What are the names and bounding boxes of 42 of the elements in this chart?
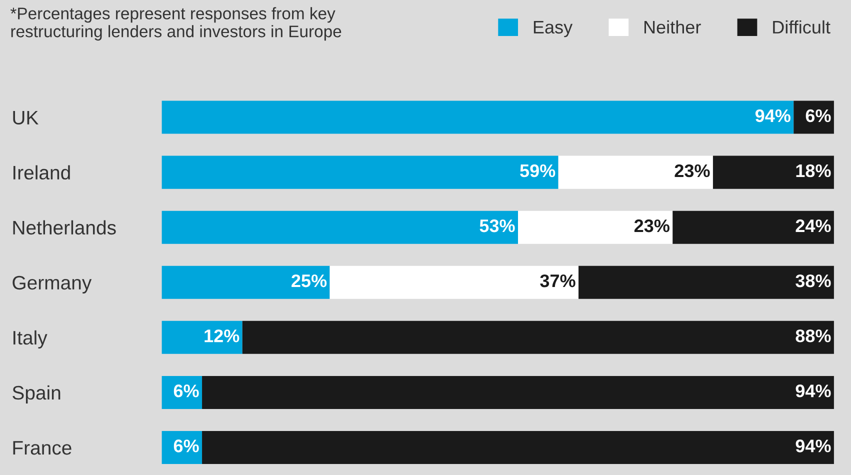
data-label: 37% xyxy=(540,274,576,288)
data-label: 25% xyxy=(292,274,327,288)
data-label: 6% xyxy=(174,440,199,452)
bar xyxy=(162,266,330,299)
data-label: 94% xyxy=(796,384,831,398)
data-label: 23% xyxy=(674,164,710,178)
bar xyxy=(712,156,834,189)
bar xyxy=(162,210,518,244)
bar xyxy=(202,376,834,409)
legend-label: Easy xyxy=(534,21,573,38)
bar xyxy=(330,266,579,299)
data-label: 6% xyxy=(806,109,831,122)
y-tick-label: Ireland xyxy=(13,165,70,180)
data-label: 6% xyxy=(174,384,199,398)
y-tick-label: Netherlands xyxy=(13,220,116,235)
data-label: 24% xyxy=(796,219,831,232)
bar xyxy=(162,156,558,189)
bar xyxy=(162,320,242,354)
bar xyxy=(242,320,834,354)
bar xyxy=(672,210,834,244)
bar xyxy=(558,156,713,189)
data-label: 23% xyxy=(634,219,670,232)
data-label: 94% xyxy=(796,440,831,452)
data-label: 53% xyxy=(480,219,515,232)
bar xyxy=(162,100,794,134)
y-tick-label: UK xyxy=(13,110,38,125)
text: *Percentages represent responses from key restructuring lenders and investors in Europe xyxy=(10,7,342,41)
bar xyxy=(202,430,834,464)
legend-label: Difficult xyxy=(773,20,830,34)
data-label: 38% xyxy=(796,274,831,288)
bar xyxy=(578,266,834,299)
y-tick-label: Germany xyxy=(12,276,92,294)
y-tick-label: France xyxy=(13,441,72,455)
data-label: 88% xyxy=(796,329,831,342)
data-label: 94% xyxy=(755,109,790,122)
legend-label: Neither xyxy=(644,20,701,34)
data-label: 12% xyxy=(204,329,240,342)
data-label: 18% xyxy=(796,164,831,178)
data-label: 59% xyxy=(520,164,556,178)
y-tick-label: Italy xyxy=(13,330,48,348)
y-tick-label: Spain xyxy=(12,385,60,404)
bar xyxy=(518,210,673,244)
